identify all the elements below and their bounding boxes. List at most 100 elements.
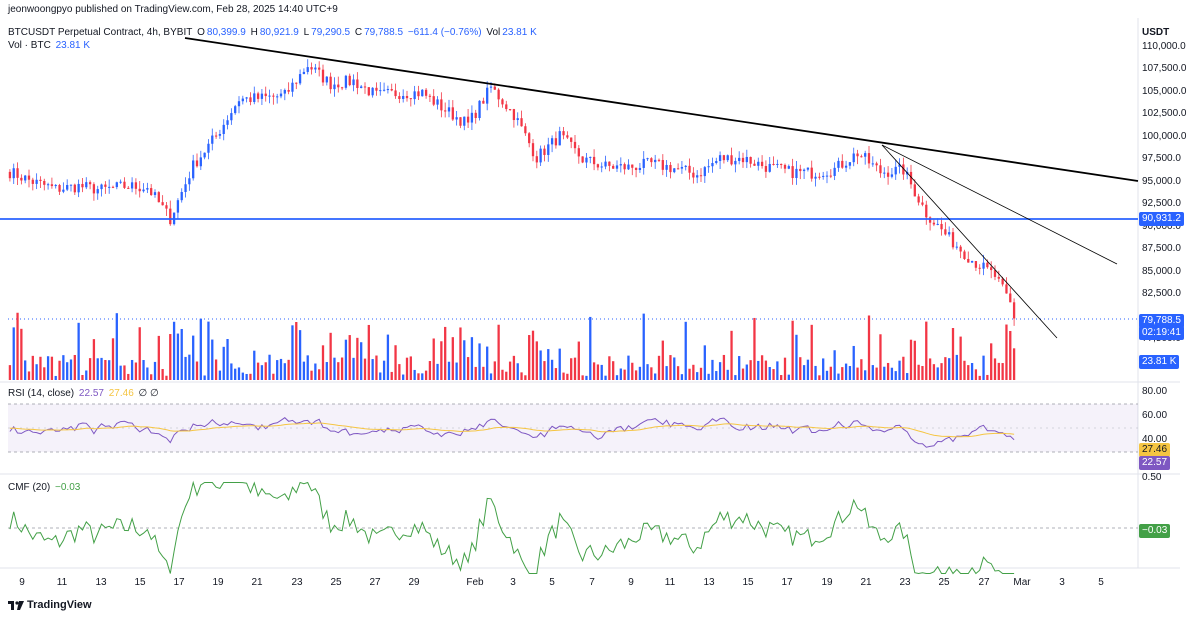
volume-bar [829,366,832,380]
volume-bar [474,366,477,380]
candle-body [222,124,225,135]
x-axis-label: Mar [1013,577,1031,588]
volume-bar [650,367,653,380]
volume-bar [516,363,519,380]
candle-body [562,131,565,136]
volume-bar [676,366,680,380]
candle-body [772,163,775,165]
candle-body [734,160,737,165]
candle-body [371,87,374,96]
volume-bar [661,340,664,380]
x-axis-label: 11 [664,577,676,588]
volume-bar [841,367,844,380]
volume-bar [249,373,252,380]
volume-bar [802,365,806,380]
candle-body [512,109,516,121]
candle-body [27,175,31,180]
volume-bar [268,354,271,380]
candle-body [253,93,256,103]
volume-bar [39,356,42,380]
candle-body [547,144,550,155]
volume-bar [543,361,546,380]
candle-body [405,95,409,99]
candle-body [928,217,932,223]
candle-body [768,163,771,172]
candle-body [264,93,267,97]
candle-body [585,157,588,163]
candle-body [413,91,416,100]
volume-bar [925,321,928,380]
volume-bar [382,360,386,380]
candle-body [348,75,351,86]
volume-bar [150,374,153,380]
volume-bar [917,364,920,380]
volume-legend[interactable]: Vol · BTC 23.81 K [8,40,92,51]
candle-body [249,97,252,103]
candle-body [444,110,447,112]
candle-body [463,116,466,126]
volume-bar [562,372,565,380]
cmf-legend[interactable]: CMF (20) −0.03 [8,482,82,493]
volume-bar [867,315,871,380]
candle-body [860,156,863,158]
tradingview-logo[interactable]: TradingView [8,599,92,611]
candle-body [810,167,813,179]
volume-bar [642,313,645,380]
cmf-value: −0.03 [55,482,81,493]
volume-bar [615,375,619,380]
candle-body [730,155,733,165]
volume-bar [776,361,779,380]
candle-body [997,276,1000,279]
candle-body [283,89,286,94]
candle-body [447,107,451,112]
volume-bar [600,364,603,380]
candle-body [829,175,832,177]
volume-bar [8,365,12,380]
o-label: O [197,27,205,38]
tradingview-logo-icon [8,600,24,610]
c-label: C [354,27,363,38]
candle-body [398,96,401,99]
volume-bar [12,327,15,380]
volume-bar [795,334,798,380]
candle-body [66,184,69,190]
volume-bar [734,375,737,380]
volume-bar [459,327,462,380]
candle-body [566,135,569,138]
candle-body [753,163,756,166]
x-axis-label: 29 [408,577,420,588]
volume-bar [375,355,378,380]
candle-body [634,167,638,170]
candle-body [130,182,134,189]
candle-body [104,184,107,187]
rsi-axis-60: 60.00 [1142,410,1168,421]
candle-body [207,143,210,153]
volume-bar [256,362,260,380]
volume-bar [386,334,390,380]
candle-body [760,161,764,167]
candle-body [673,168,676,173]
volume-bar [585,375,588,380]
candle-body [478,100,481,119]
volume-bar [66,362,69,380]
candle-body [142,189,145,192]
volume-bar [722,354,726,380]
candle-body [134,182,138,189]
volume-bar [195,361,199,380]
x-axis-label: 5 [1098,577,1104,588]
volume-bar [165,375,168,380]
candle-body [417,91,420,97]
volume-bar [505,371,508,380]
candle-body [669,164,672,173]
volume-bar [970,363,974,380]
volume-bar [738,356,741,380]
volume-bar [963,360,966,380]
volume-bar [134,362,138,380]
rsi-legend[interactable]: RSI (14, close) 22.57 27.46 ∅ ∅ [8,388,161,399]
volume-bar [172,321,176,380]
rsi-axis-80: 80.00 [1142,386,1168,397]
candle-body [913,184,916,197]
volume-bar [955,354,958,380]
